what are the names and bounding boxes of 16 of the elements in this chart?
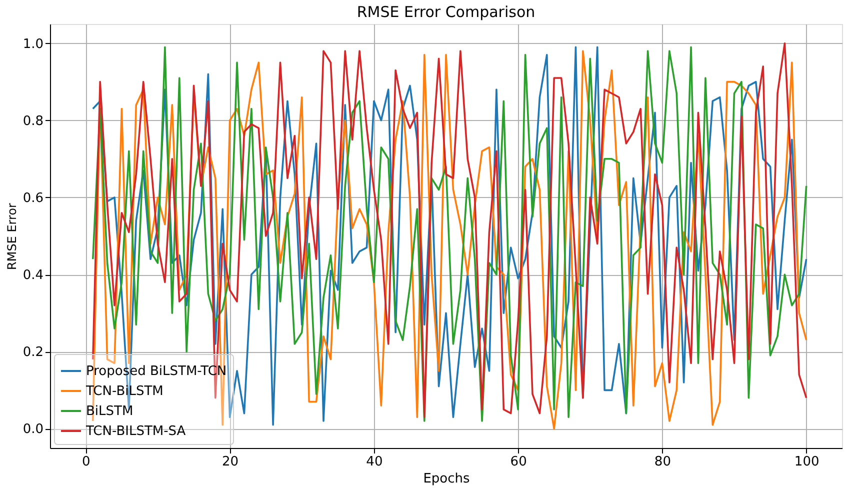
legend-label: TCN-BILSTM-SA xyxy=(85,424,186,439)
x-tick-label: 20 xyxy=(222,454,239,470)
y-tick-label: 0.8 xyxy=(22,114,44,129)
x-tick-label: 80 xyxy=(654,454,671,470)
x-tick-label: 40 xyxy=(366,454,383,470)
y-tick-label: 0.6 xyxy=(22,190,44,206)
x-tick-label: 100 xyxy=(794,454,820,470)
x-tick-label: 0 xyxy=(82,454,90,470)
y-tick-label: 0.2 xyxy=(22,345,44,360)
x-tick-label: 60 xyxy=(510,454,527,470)
y-tick-label: 0.4 xyxy=(22,268,44,284)
x-axis-title: Epochs xyxy=(423,472,470,486)
chart-title: RMSE Error Comparison xyxy=(356,3,536,21)
y-tick-label: 0.0 xyxy=(22,422,44,438)
y-tick-label: 1.0 xyxy=(22,36,44,52)
y-axis-title: RMSE Error xyxy=(4,202,19,270)
